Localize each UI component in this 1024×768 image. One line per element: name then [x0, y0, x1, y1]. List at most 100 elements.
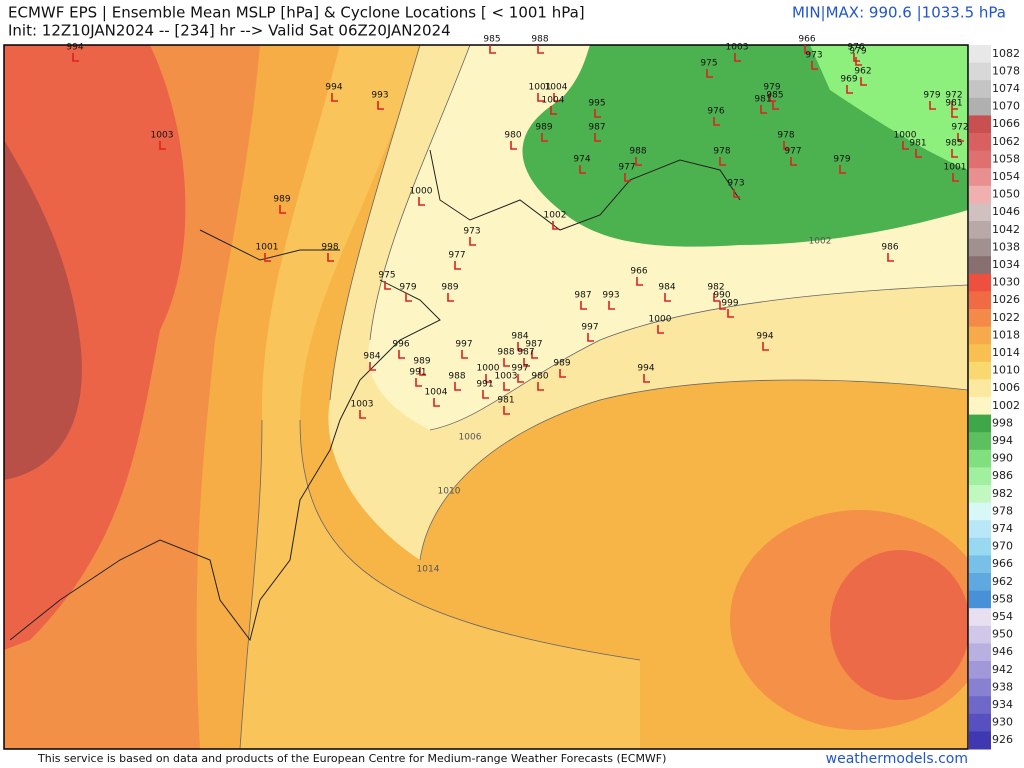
cyclone-pressure: 999	[721, 299, 738, 309]
colorbar-segment	[969, 185, 991, 204]
colorbar-segment	[969, 678, 991, 697]
cyclone-pressure: 989	[441, 283, 458, 293]
coastline	[9, 149, 741, 642]
cyclone-marker	[664, 293, 671, 302]
colorbar-segment	[969, 625, 991, 644]
colorbar-segment	[969, 344, 991, 363]
colorbar-segment	[969, 115, 991, 134]
colorbar-segment	[969, 713, 991, 732]
colorbar-label: 938	[992, 680, 1013, 693]
cyclone-marker	[72, 53, 79, 62]
colorbar-label: 1010	[992, 364, 1020, 377]
cyclone-pressure: 977	[448, 251, 465, 261]
cyclone-marker	[804, 45, 811, 54]
colorbar-label: 950	[992, 628, 1013, 641]
colorbar-segment	[969, 573, 991, 592]
cyclone-marker	[517, 374, 524, 383]
cyclone-marker	[760, 105, 767, 114]
cyclone-pressure: 980	[504, 131, 521, 141]
cyclone-pressure: 1003	[726, 43, 749, 53]
colorbar-label: 942	[992, 663, 1013, 676]
cyclone-marker	[957, 133, 964, 142]
cyclone-marker	[636, 277, 643, 286]
cyclone-marker	[762, 342, 769, 351]
colorbar-label: 1006	[992, 381, 1020, 394]
cyclone-pressure: 1003	[151, 131, 174, 141]
pressure-field	[4, 45, 968, 749]
cyclone-marker	[860, 77, 867, 86]
colorbar-segment	[969, 502, 991, 521]
colorbar-segment	[969, 432, 991, 451]
cyclone-marker	[839, 165, 846, 174]
cyclone-pressure: 984	[363, 352, 380, 362]
cyclone-pressure: 985	[483, 35, 500, 45]
cyclone-marker	[447, 293, 454, 302]
cyclone-pressure: 979	[399, 283, 416, 293]
cyclone-marker	[415, 378, 422, 387]
cyclone-marker	[359, 410, 366, 419]
cyclone-pressure: 994	[66, 43, 83, 53]
cyclone-pressure: 995	[588, 99, 605, 109]
cyclone-marker	[454, 382, 461, 391]
colorbar-segment	[969, 168, 991, 187]
cyclone-pressure: 987	[525, 340, 542, 350]
cyclone-marker	[537, 382, 544, 391]
cyclone-marker	[772, 101, 779, 110]
colorbar-segment	[969, 397, 991, 416]
cyclone-pressure: 1000	[894, 131, 917, 141]
colorbar-label: 926	[992, 733, 1013, 746]
colorbar-segment	[969, 326, 991, 345]
cyclone-marker	[559, 369, 566, 378]
cyclone-marker	[579, 165, 586, 174]
colorbar-segment	[969, 661, 991, 680]
colorbar-label: 1066	[992, 117, 1020, 130]
cyclone-marker	[454, 261, 461, 270]
cyclone-marker	[811, 61, 818, 70]
colorbar-label: 986	[992, 469, 1013, 482]
isobar-label: 1006	[459, 433, 482, 443]
colorbar-segment	[969, 361, 991, 380]
cyclone-marker	[719, 301, 726, 310]
cyclone-pressure: 1001	[529, 83, 552, 93]
cyclone-pressure: 976	[707, 107, 724, 117]
colorbar-segment	[969, 449, 991, 468]
cyclone-pressure: 997	[581, 323, 598, 333]
title: ECMWF EPS | Ensemble Mean MSLP [hPa] & C…	[8, 4, 585, 22]
cyclone-marker	[503, 406, 510, 415]
colorbar-label: 982	[992, 487, 1013, 500]
cyclone-marker	[734, 53, 741, 62]
cyclone-marker	[327, 253, 334, 262]
cyclone-pressure: 966	[798, 35, 815, 45]
cyclone-pressure: 990	[713, 291, 730, 301]
cyclone-marker	[482, 390, 489, 399]
band	[810, 45, 968, 170]
cyclone-marker	[952, 173, 959, 182]
colorbar-segment	[969, 537, 991, 556]
colorbar-label: 1062	[992, 135, 1020, 148]
cyclone-pressure: 997	[455, 340, 472, 350]
cyclone-marker	[713, 293, 720, 302]
band	[830, 550, 968, 700]
cyclone-pressure: 975	[378, 271, 395, 281]
colorbar-label: 946	[992, 645, 1013, 658]
cyclone-pressure: 1004	[425, 388, 448, 398]
cyclone-marker	[159, 141, 166, 150]
cyclone-pressure: 988	[497, 348, 514, 358]
cyclone-marker	[469, 237, 476, 246]
cyclone-marker	[580, 301, 587, 310]
cyclone-marker	[594, 109, 601, 118]
colorbar-segment	[969, 696, 991, 715]
site-link[interactable]: weathermodels.com	[826, 751, 968, 767]
colorbar-label: 1054	[992, 170, 1020, 183]
cyclone-marker	[537, 93, 544, 102]
cyclone-pressure: 1001	[256, 243, 279, 253]
colorbar-label: 1022	[992, 311, 1020, 324]
cyclone-marker	[523, 358, 530, 367]
cyclone-marker	[951, 109, 958, 118]
cyclone-pressure: 981	[497, 396, 514, 406]
cyclone-pressure: 993	[371, 91, 388, 101]
colorbar-segment	[969, 45, 991, 64]
cyclone-pressure: 1003	[495, 372, 518, 382]
cyclone-marker	[929, 101, 936, 110]
